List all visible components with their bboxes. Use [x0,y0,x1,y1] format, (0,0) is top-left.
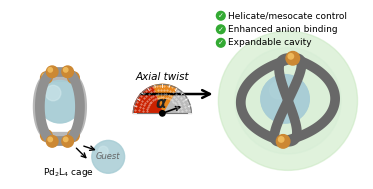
Circle shape [160,111,165,116]
Circle shape [46,66,58,78]
Circle shape [63,137,68,142]
Circle shape [286,51,300,65]
Circle shape [69,131,74,136]
Circle shape [261,75,309,123]
Circle shape [261,75,309,123]
Text: ✓: ✓ [218,40,224,46]
Circle shape [62,66,73,78]
Circle shape [276,135,290,148]
Circle shape [68,130,79,141]
Text: Pd$_2$L$_4$ cage: Pd$_2$L$_4$ cage [43,166,94,179]
Circle shape [92,140,125,173]
Wedge shape [153,84,177,113]
Text: α: α [155,96,166,111]
Circle shape [39,81,81,123]
Text: ✓: ✓ [218,13,224,19]
Circle shape [98,146,108,156]
Wedge shape [133,86,162,113]
Circle shape [41,72,52,83]
Circle shape [218,31,358,170]
Circle shape [63,68,68,72]
Circle shape [235,48,341,154]
Circle shape [216,25,225,34]
Circle shape [46,136,58,147]
Circle shape [46,85,61,101]
Circle shape [68,72,79,83]
Circle shape [41,130,52,141]
Circle shape [42,74,47,78]
Text: Guest: Guest [96,152,120,161]
Text: Axial twist: Axial twist [135,72,189,82]
Wedge shape [162,88,191,113]
Circle shape [288,54,294,59]
Circle shape [62,136,73,147]
Circle shape [48,137,53,142]
Circle shape [42,131,47,136]
Circle shape [48,68,53,72]
Text: Helicate/mesocate control: Helicate/mesocate control [228,11,347,20]
Circle shape [270,81,287,99]
Text: Expandable cavity: Expandable cavity [228,38,312,47]
Circle shape [216,11,225,20]
Circle shape [279,137,284,142]
Circle shape [69,74,74,78]
Circle shape [216,38,225,47]
Text: Enhanced anion binding: Enhanced anion binding [228,25,338,34]
Text: ✓: ✓ [218,27,224,33]
